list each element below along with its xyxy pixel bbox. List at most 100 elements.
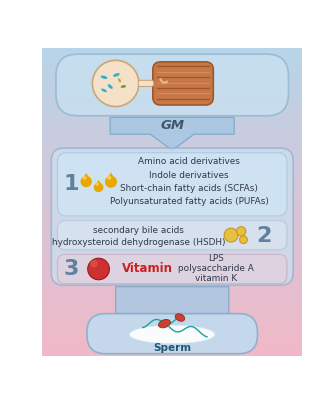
Text: 2: 2 [256, 226, 271, 246]
Bar [42, 313, 302, 314]
Bar [42, 66, 302, 67]
Bar [42, 161, 302, 162]
Bar [42, 166, 302, 168]
Bar [42, 131, 302, 132]
Point [155, 86, 159, 90]
Bar [42, 349, 302, 350]
Bar [42, 338, 302, 339]
Circle shape [83, 176, 86, 180]
Bar [42, 220, 302, 221]
Bar [42, 329, 302, 331]
Bar [42, 232, 302, 233]
Circle shape [92, 60, 139, 106]
Bar [42, 146, 302, 147]
Bar [42, 128, 302, 130]
Bar [42, 230, 302, 231]
Bar [42, 345, 302, 346]
Bar [42, 116, 302, 117]
Bar [42, 76, 302, 77]
Bar [42, 354, 302, 355]
Bar [42, 94, 302, 96]
Point [207, 64, 211, 69]
Bar [42, 277, 302, 278]
Bar [42, 81, 302, 82]
Bar [42, 346, 302, 347]
Bar [42, 98, 302, 100]
Bar [42, 104, 302, 106]
Bar [42, 170, 302, 172]
Bar [42, 118, 302, 119]
Bar [42, 186, 302, 187]
Bar [42, 121, 302, 122]
Bar [42, 157, 302, 158]
Bar [42, 218, 302, 219]
Bar [42, 200, 302, 201]
Point [207, 86, 211, 90]
Circle shape [105, 176, 117, 188]
Bar [42, 59, 302, 61]
Bar [42, 336, 302, 337]
Bar [42, 296, 302, 298]
Bar [42, 222, 302, 224]
Ellipse shape [113, 73, 120, 77]
Text: Indole derivatives: Indole derivatives [150, 170, 229, 180]
Bar [42, 68, 302, 70]
Bar [42, 127, 302, 128]
Bar [42, 77, 302, 78]
Bar [42, 190, 302, 191]
Bar [42, 89, 302, 90]
Bar [42, 294, 302, 296]
Bar [42, 305, 302, 306]
Polygon shape [105, 172, 117, 182]
Bar [42, 212, 302, 214]
Bar [42, 303, 302, 304]
Bar [42, 308, 302, 309]
Circle shape [237, 227, 246, 236]
Bar [42, 331, 302, 333]
Bar [42, 270, 302, 271]
Bar [42, 334, 302, 335]
Bar [42, 62, 302, 64]
Text: vitamin K: vitamin K [195, 274, 238, 283]
Bar [42, 130, 302, 132]
Bar [42, 315, 302, 316]
Bar [42, 322, 302, 324]
Bar [42, 114, 302, 115]
Bar [42, 51, 302, 52]
Bar [42, 197, 302, 198]
Text: polysaccharide A: polysaccharide A [178, 264, 254, 273]
Bar [42, 342, 302, 343]
FancyBboxPatch shape [57, 220, 287, 250]
Point [207, 91, 211, 96]
Bar [42, 156, 302, 157]
Bar [42, 243, 302, 244]
Bar [42, 106, 302, 108]
Text: hydroxysteroid dehydrogenase (HSDH): hydroxysteroid dehydrogenase (HSDH) [52, 238, 226, 246]
Bar [42, 80, 302, 81]
Bar [42, 72, 302, 73]
Bar [42, 97, 302, 99]
Ellipse shape [100, 76, 108, 79]
Bar [42, 137, 302, 139]
Bar [42, 254, 302, 256]
Bar [42, 169, 302, 170]
Bar [42, 167, 302, 168]
Bar [42, 163, 302, 164]
Bar [42, 271, 302, 272]
Bar [42, 168, 302, 170]
Bar [42, 93, 302, 94]
Bar [42, 267, 302, 268]
Ellipse shape [159, 320, 170, 328]
Bar [42, 281, 302, 282]
Bar [42, 353, 302, 354]
Bar [42, 352, 302, 353]
Bar [42, 152, 302, 153]
Circle shape [224, 228, 238, 242]
Bar [42, 312, 302, 313]
Bar [42, 260, 302, 261]
Bar [42, 96, 302, 98]
Bar [42, 195, 302, 196]
FancyBboxPatch shape [57, 254, 287, 284]
Bar [42, 125, 302, 126]
Bar [42, 111, 302, 112]
